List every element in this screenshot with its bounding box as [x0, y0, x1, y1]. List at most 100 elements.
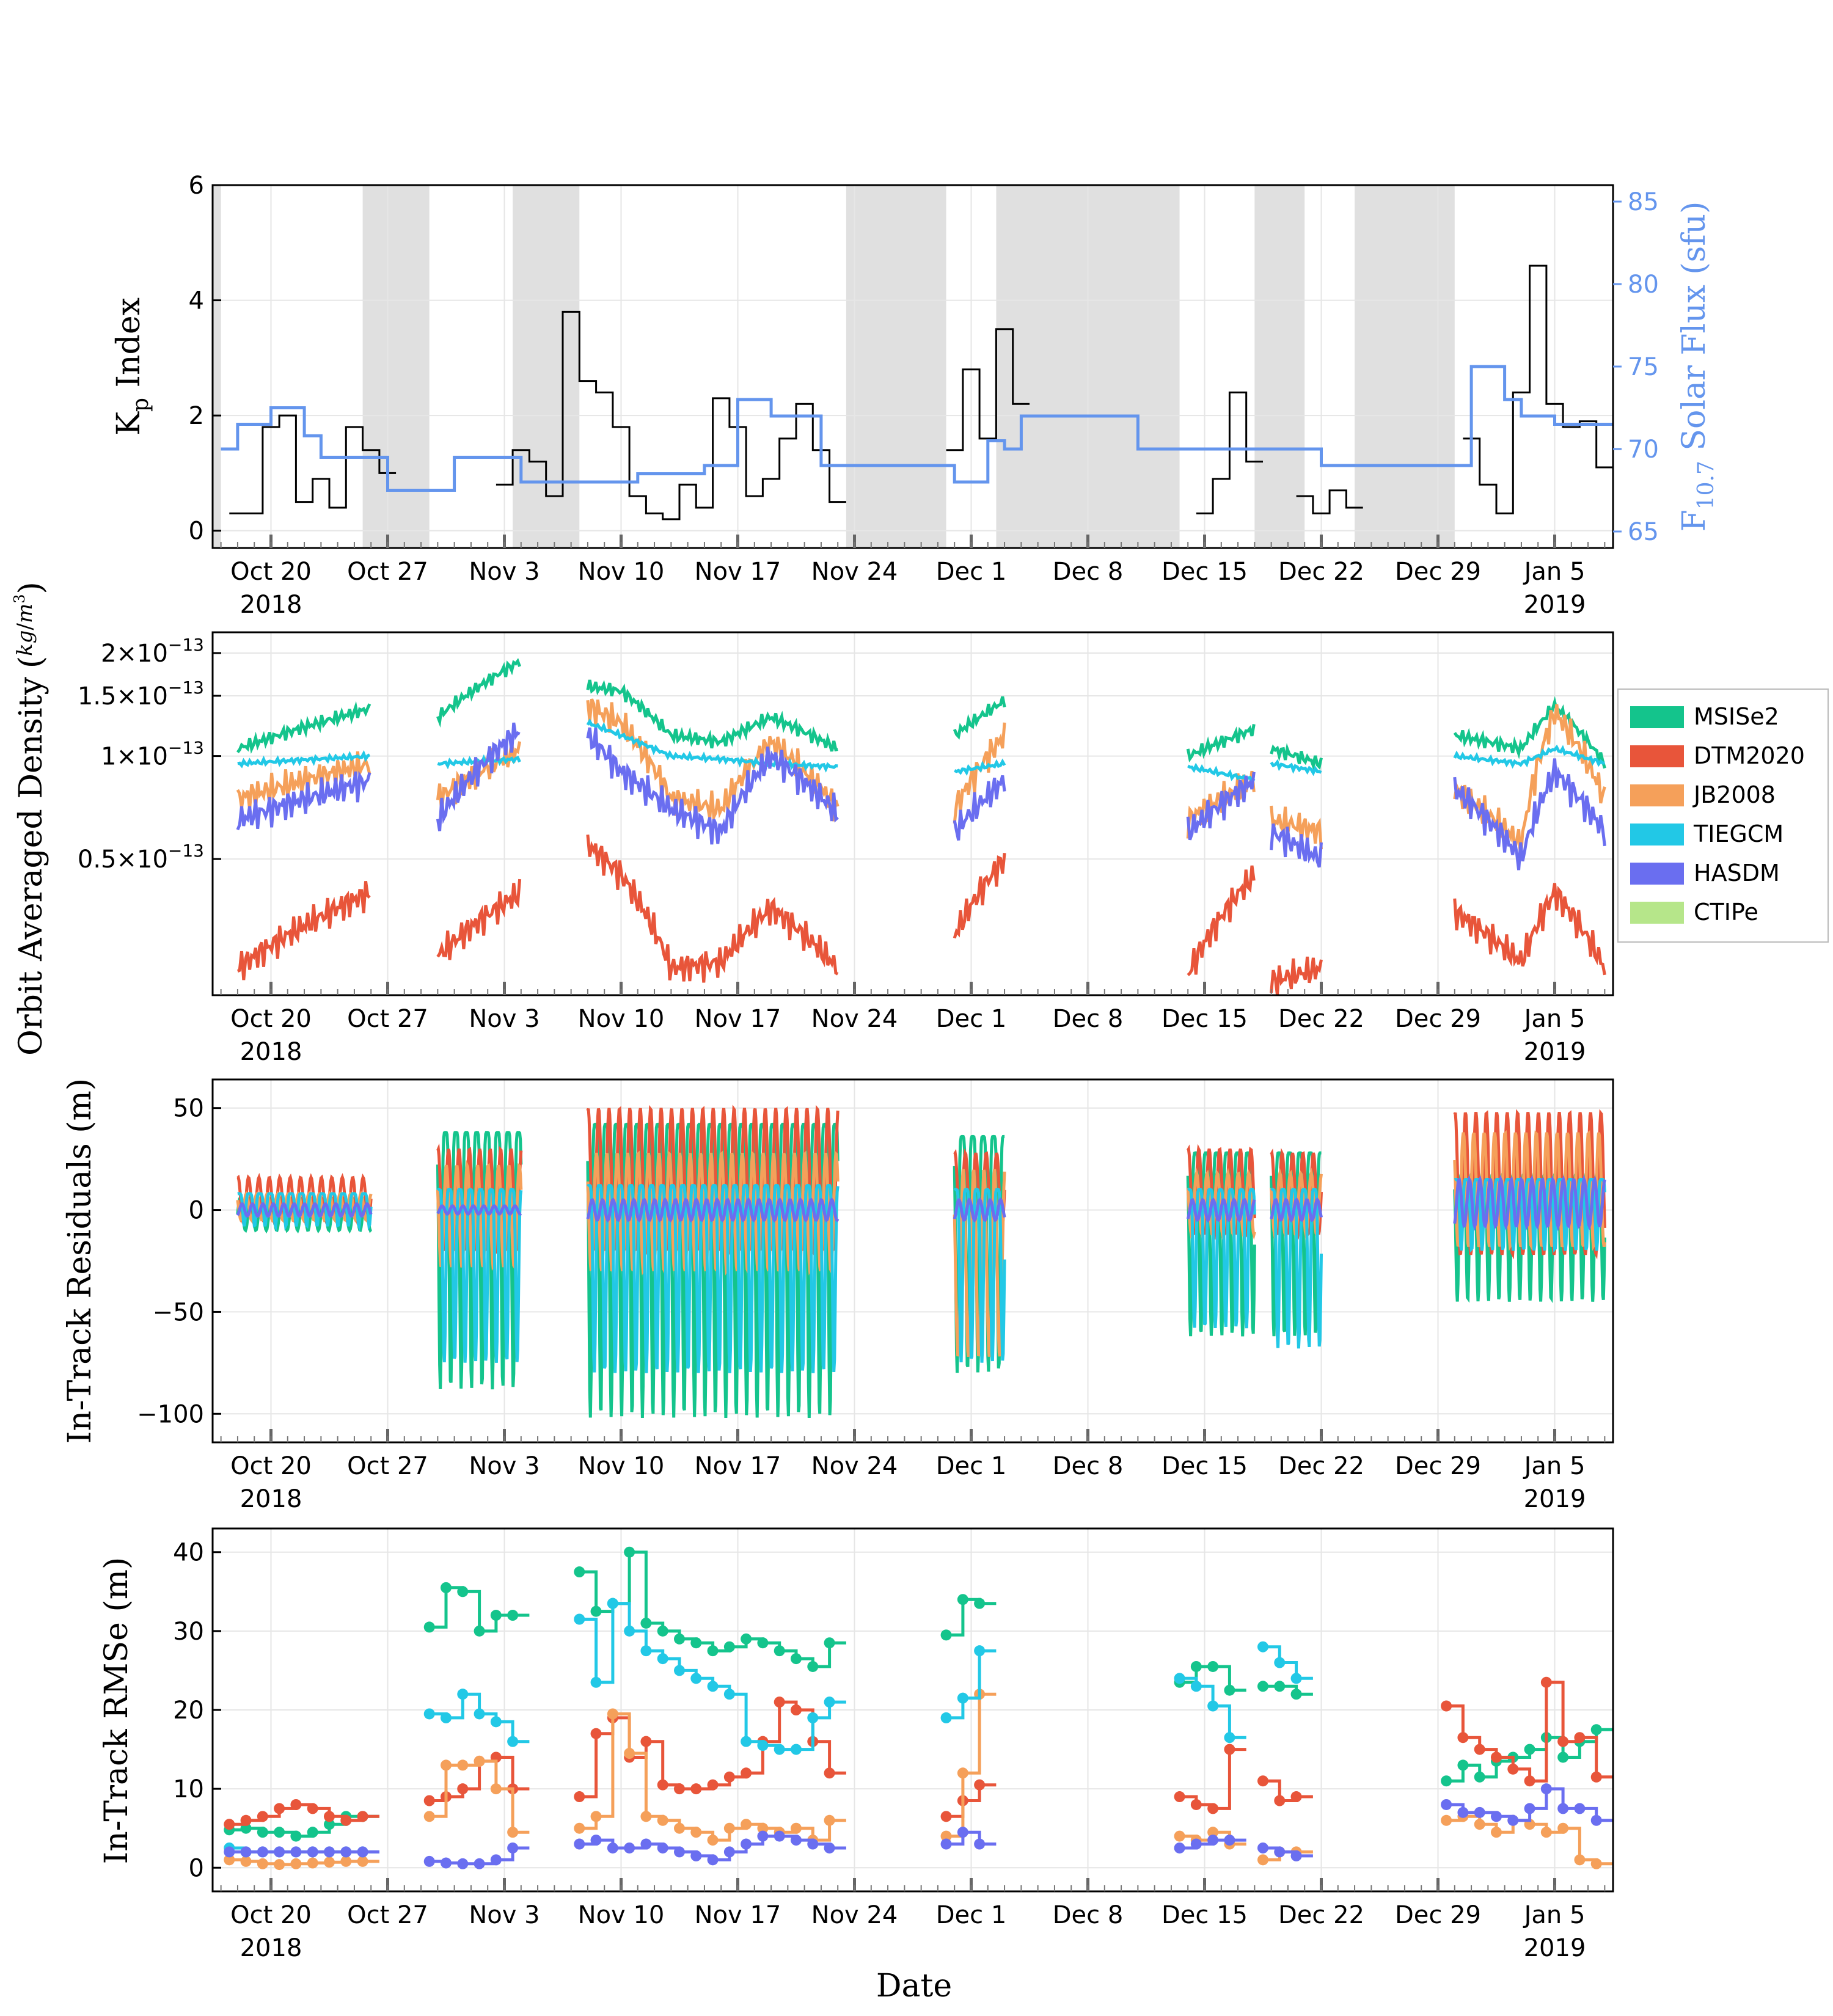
residual-line-hasdm [1186, 1197, 1256, 1223]
residual-line-hasdm [236, 1202, 373, 1218]
rmse-point-msise2 [457, 1586, 469, 1598]
residual-line-hasdm [436, 1204, 522, 1216]
rmse-point-tiegcm [507, 1736, 519, 1747]
density-line-hasdm [436, 722, 521, 831]
x-tick-label: Oct 27 [347, 1901, 428, 1929]
density-line-jb2008 [1270, 805, 1323, 850]
rmse-point-hasdm [1491, 1811, 1502, 1822]
x-tick-label: Nov 3 [469, 1452, 540, 1480]
rmse-point-dtm2020 [723, 1771, 735, 1783]
y-tick-label: 65 [1628, 518, 1659, 546]
rmse-point-tiegcm [474, 1708, 485, 1720]
rmse-point-tiegcm [1174, 1673, 1185, 1684]
rmse-point-hasdm [607, 1842, 618, 1853]
rmse-point-msise2 [940, 1629, 952, 1641]
x-tick-label: Dec 29 [1395, 1901, 1481, 1929]
x-year-label: 2018 [240, 1934, 302, 1962]
density-line-hasdm [586, 727, 839, 845]
rmse-point-tiegcm [657, 1653, 668, 1665]
rmse-point-jb2008 [423, 1811, 435, 1822]
kp-ylabel: Kp Index [111, 298, 153, 436]
rmse-point-hasdm [340, 1846, 352, 1858]
rmse-point-jb2008 [240, 1855, 252, 1867]
rmse-point-dtm2020 [590, 1728, 602, 1739]
f107-line [221, 365, 1613, 492]
rmse-point-hasdm [423, 1855, 435, 1867]
x-tick-label: Oct 20 [230, 558, 312, 586]
rmse-point-hasdm [1441, 1799, 1452, 1810]
density-line-tiegcm [954, 758, 1006, 776]
kp-panel: Oct 20 2018 Oct 27 Nov 3 Nov 10 Nov 17 Nov 24 D… [111, 172, 1719, 619]
rmse-point-dtm2020 [423, 1795, 435, 1806]
y-tick-label: 0.5×10−13 [78, 841, 204, 874]
x-tick-label: Nov 10 [578, 1901, 665, 1929]
rmse-point-dtm2020 [824, 1767, 835, 1779]
x-year-label: 2018 [240, 591, 302, 619]
density-y-ticks: 0.5×10−13 1×10−13 1.5×10−13 2×10−13 [78, 635, 204, 874]
rmse-point-hasdm [224, 1846, 235, 1858]
rmse-point-msise2 [274, 1827, 285, 1838]
density-line-tiegcm [437, 754, 521, 770]
rmse-point-dtm2020 [1174, 1791, 1185, 1803]
residual-line-tiegcm [237, 1192, 373, 1232]
legend-label-dtm2020: DTM2020 [1694, 742, 1805, 769]
rmse-point-dtm2020 [974, 1779, 986, 1791]
x-year-label: 2018 [240, 1038, 302, 1066]
rmse-point-hasdm [590, 1835, 602, 1846]
rmse-point-hasdm [1540, 1783, 1552, 1795]
rmse-point-tiegcm [940, 1712, 952, 1723]
rmse-point-jb2008 [274, 1859, 285, 1871]
rmse-point-jb2008 [1540, 1827, 1552, 1838]
x-tick-label: Dec 22 [1278, 558, 1364, 586]
rmse-point-msise2 [1224, 1684, 1235, 1696]
residual-line-tiegcm [953, 1188, 1006, 1363]
kp-step-line [1463, 265, 1613, 514]
x-tick-label: Nov 3 [469, 558, 540, 586]
x-tick-label: Jan 5 [1523, 1452, 1586, 1480]
density-line-tiegcm [1453, 744, 1605, 769]
y-tick-label: 1×10−13 [101, 738, 204, 771]
y-tick-label: 40 [173, 1539, 204, 1567]
residual-line-jb2008 [586, 1150, 840, 1276]
density-panel: Oct 20 2018 Oct 27 Nov 3 Nov 10 Nov 17 Nov 24 D… [11, 582, 1614, 1066]
residual-line-hasdm [586, 1197, 840, 1223]
rmse-point-msise2 [1457, 1759, 1469, 1771]
rmse-point-jb2008 [1491, 1827, 1502, 1838]
rmse-point-tiegcm [757, 1740, 769, 1751]
storm-shade-band [846, 185, 946, 548]
x-tick-label: Dec 29 [1395, 1005, 1481, 1033]
density-line-dtm2020 [436, 878, 522, 960]
rmse-point-msise2 [1190, 1660, 1202, 1672]
y-tick-label: 6 [189, 172, 204, 200]
rmse-point-dtm2020 [307, 1803, 318, 1814]
residual-line-dtm2020 [586, 1105, 840, 1255]
rmse-point-hasdm [757, 1830, 769, 1842]
rmse-point-msise2 [307, 1827, 318, 1838]
rmse-point-hasdm [957, 1827, 968, 1838]
rmse-point-dtm2020 [1224, 1744, 1235, 1755]
rmse-point-hasdm [741, 1838, 752, 1850]
rmse-point-tiegcm [607, 1598, 618, 1609]
rmse-point-hasdm [1224, 1835, 1235, 1846]
x-tick-label: Dec 15 [1162, 1005, 1248, 1033]
x-tick-label: Dec 1 [936, 1005, 1007, 1033]
legend-label-ctipe: CTIPe [1694, 899, 1758, 926]
rmse-point-dtm2020 [274, 1803, 285, 1814]
rmse-point-msise2 [490, 1610, 502, 1621]
x-tick-label: Oct 27 [347, 1452, 428, 1480]
x-tick-label: Dec 8 [1053, 558, 1124, 586]
rmse-point-msise2 [640, 1617, 652, 1629]
x-tick-label: Dec 8 [1053, 1901, 1124, 1929]
residual-line-tiegcm [587, 1184, 840, 1373]
y-tick-label: 30 [173, 1618, 204, 1646]
rmse-point-hasdm [807, 1838, 819, 1850]
rmse-point-msise2 [757, 1637, 769, 1649]
rmse-point-hasdm [824, 1842, 835, 1853]
density-line-hasdm [953, 775, 1006, 841]
x-tick-label: Oct 20 [230, 1452, 312, 1480]
y-tick-label: 75 [1628, 353, 1659, 381]
rmse-point-msise2 [1474, 1771, 1485, 1783]
rmse-point-tiegcm [723, 1689, 735, 1700]
x-tick-label: Oct 20 [230, 1005, 312, 1033]
rmse-point-dtm2020 [774, 1696, 785, 1708]
